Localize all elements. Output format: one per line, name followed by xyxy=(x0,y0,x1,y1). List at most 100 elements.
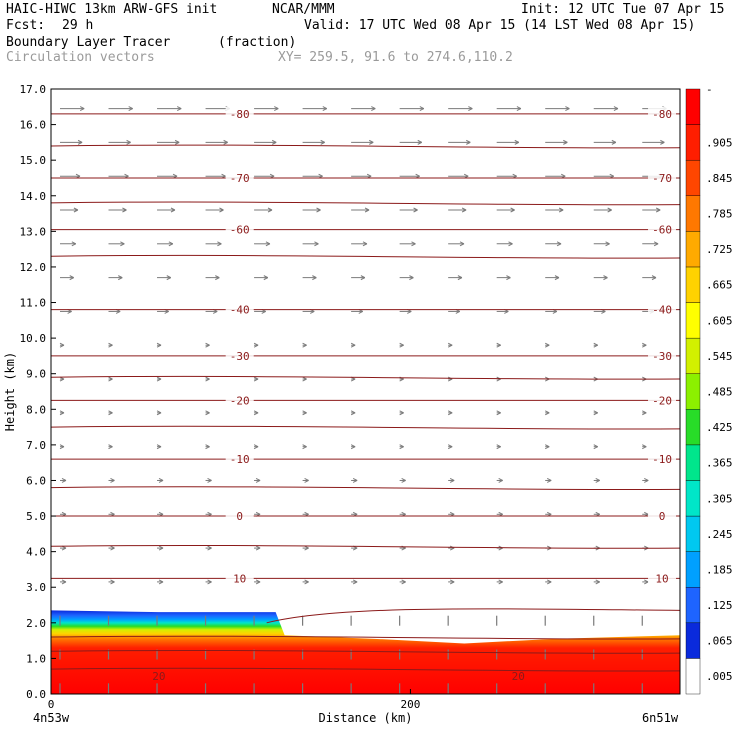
contour-line xyxy=(51,375,680,380)
colorbar-swatch xyxy=(685,231,701,268)
vector-arrowhead xyxy=(399,410,404,416)
vector-arrowhead xyxy=(496,410,501,416)
vector-arrowhead xyxy=(350,410,356,416)
y-tick-label: 7.0 xyxy=(26,439,46,452)
vector-arrowhead xyxy=(304,478,309,483)
vector-arrowhead xyxy=(642,444,647,450)
vector-arrowhead xyxy=(449,478,455,483)
colorbar-swatch xyxy=(685,409,701,446)
vector-arrowhead xyxy=(510,207,515,213)
contour-label: 20 xyxy=(512,670,525,683)
vector-arrowhead xyxy=(447,444,453,450)
vector-arrowhead xyxy=(156,410,162,416)
org-label: NCAR/MMM xyxy=(272,2,335,17)
contour-label-bg xyxy=(225,452,254,466)
vector-arrowhead xyxy=(544,342,550,348)
x-tick-label: 200 xyxy=(400,698,420,711)
vector-arrowhead xyxy=(156,376,162,382)
contour-line xyxy=(51,254,680,259)
contour-label-bg xyxy=(225,222,254,236)
vector-arrowhead xyxy=(312,275,317,281)
y-tick-label: 13.0 xyxy=(20,225,47,238)
vector-arrowhead xyxy=(110,478,115,483)
colorbar: - .905 .845 .785 .725 .665 .605 .545 .485 .425 .36… xyxy=(685,83,733,695)
contour-label: 0 xyxy=(659,510,666,523)
contour-label: -40 xyxy=(230,304,250,317)
colorbar-swatch xyxy=(685,444,701,481)
colorbar-label: - xyxy=(706,83,713,96)
colorbar-swatch xyxy=(685,88,701,125)
vector-arrowhead xyxy=(265,241,271,247)
colorbar-label: .545 xyxy=(706,350,733,363)
vector-arrowhead xyxy=(603,275,608,281)
vector-arrowhead xyxy=(217,241,222,247)
vector-arrowhead xyxy=(362,241,368,247)
vector-arrowhead xyxy=(205,376,210,382)
y-tick-label: 2.0 xyxy=(26,617,46,630)
contour-label: -40 xyxy=(652,304,672,317)
y-tick-label: 8.0 xyxy=(26,403,46,416)
vector-arrowhead xyxy=(563,139,568,145)
vector-arrowhead xyxy=(302,444,307,450)
vector-arrowhead xyxy=(368,139,374,145)
vector-arrowhead xyxy=(605,241,610,247)
colorbar-label: .305 xyxy=(706,492,733,505)
vector-arrowhead xyxy=(417,139,422,145)
colorbar-label: .725 xyxy=(706,243,733,256)
vector-arrowhead xyxy=(207,579,212,585)
vector-arrowhead xyxy=(544,410,550,416)
contour-line xyxy=(51,144,680,149)
colorbar-label: .665 xyxy=(706,279,733,292)
y-tick-label: 5.0 xyxy=(26,510,46,523)
contour-label-bg xyxy=(648,509,677,523)
vector-arrowhead xyxy=(413,207,418,213)
y-tick-label: 10.0 xyxy=(20,332,47,345)
contour-label-bg xyxy=(648,222,677,236)
colorbar-label: .365 xyxy=(706,457,733,470)
y-tick-label: 0.0 xyxy=(26,688,46,701)
vector-arrowhead xyxy=(253,342,259,348)
contour-line xyxy=(51,649,680,654)
vector-arrowhead xyxy=(506,275,511,281)
contour-label: -20 xyxy=(652,394,672,407)
contour-label: -60 xyxy=(230,224,250,237)
model-title: HAIC-HIWC 13km ARW-GFS init xyxy=(6,2,218,17)
vector-arrowhead xyxy=(457,275,463,281)
colorbar-label: .425 xyxy=(706,421,733,434)
vector-arrowhead xyxy=(168,241,174,247)
vector-arrowhead xyxy=(593,444,598,450)
vector-arrowhead xyxy=(651,275,657,281)
colorbar-swatch xyxy=(685,515,701,552)
vector-arrowhead xyxy=(514,139,520,145)
axes: 0.0 1.0 2.0 3.0 4.0 5.0 6.0 7.0 8.0 9.0 10.0 11.0 12… xyxy=(3,83,679,725)
vector-arrowhead xyxy=(449,579,455,585)
vector-arrowhead xyxy=(215,275,220,281)
vector-arrowhead xyxy=(546,579,552,585)
vector-arrowhead xyxy=(79,106,85,112)
vector-arrowhead xyxy=(350,444,356,450)
contour-label: 10 xyxy=(655,572,668,585)
vector-arrowhead xyxy=(158,478,164,483)
contour-label-bg xyxy=(648,348,677,362)
vector-arrowhead xyxy=(607,207,612,213)
vector-arrowhead xyxy=(302,410,307,416)
contour-label-bg xyxy=(225,302,254,316)
vector-arrowhead xyxy=(320,139,325,145)
vector-arrowhead xyxy=(352,579,358,585)
contour-label: 10 xyxy=(233,572,246,585)
colorbar-label: .005 xyxy=(706,670,733,683)
contour-line xyxy=(51,201,680,206)
vector-arrowhead xyxy=(263,275,269,281)
fcst-label: Fcst: xyxy=(6,18,46,33)
contour-label: -70 xyxy=(230,172,250,185)
vector-arrowhead xyxy=(447,410,453,416)
vector-arrowhead xyxy=(611,139,617,145)
colorbar-label: .785 xyxy=(706,208,733,221)
contour-line xyxy=(266,608,680,624)
vector-arrowhead xyxy=(360,275,366,281)
vector-arrowhead xyxy=(118,275,123,281)
vector-arrowhead xyxy=(108,410,113,416)
y-tick-label: 6.0 xyxy=(26,474,46,487)
field-name: Boundary Layer Tracer xyxy=(6,35,171,50)
